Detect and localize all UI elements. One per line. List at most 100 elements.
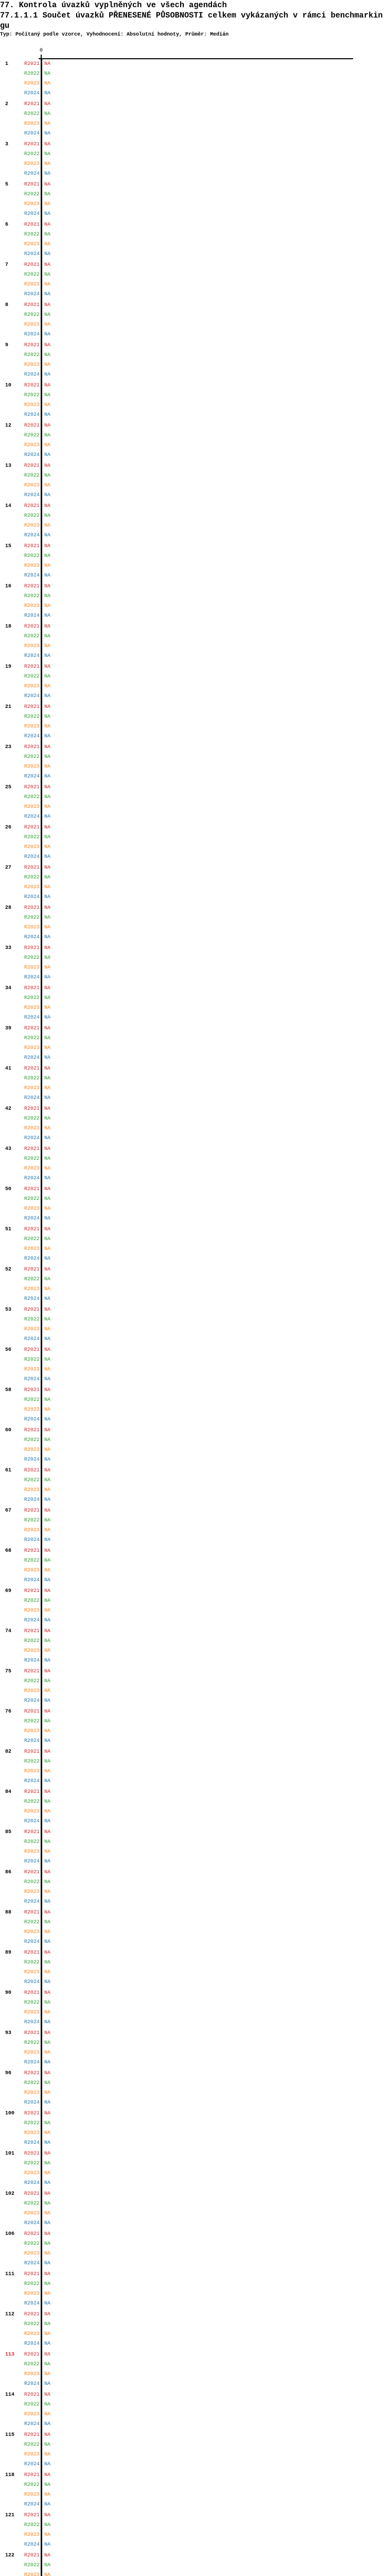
group-row: R2023 NA [0,1927,386,1937]
group-id-label: 27 [5,865,12,871]
series-value: NA [44,472,51,479]
series-label: R2023 [24,1246,40,1252]
group-row: R2023 NA [0,2289,386,2299]
series-value: NA [44,2321,51,2327]
group-row: 34 R2021 NA [0,984,386,993]
series-label: R2022 [24,2080,40,2086]
chart-group: 52 R2021 NA R2022 NA R2023 NA R2024 NA [0,1265,386,1304]
series-label: R2022 [24,633,40,639]
series-label: R2024 [24,1215,40,1222]
chart-group: 41 R2021 NA R2022 NA R2023 NA R2024 NA [0,1064,386,1103]
series-label: R2024 [24,331,40,337]
series-value: NA [44,664,51,670]
series-value: NA [44,2019,51,2025]
series-label: R2024 [24,572,40,579]
chart-group: 86 R2021 NA R2022 NA R2023 NA R2024 NA [0,1868,386,1907]
chart-group: 61 R2021 NA R2022 NA R2023 NA R2024 NA [0,1466,386,1505]
series-value: NA [44,945,51,951]
group-id-label: 34 [5,985,12,991]
series-value: NA [44,563,51,569]
group-row: 82 R2021 NA [0,1747,386,1757]
series-value: NA [44,1657,51,1664]
series-value: NA [44,251,51,257]
series-label: R2023 [24,1447,40,1453]
group-id-label: 21 [5,704,12,710]
group-id-label: 6 [5,222,9,228]
group-row: R2024 NA [0,1254,386,1264]
group-row: R2022 NA [0,190,386,199]
series-label: R2021 [24,1668,40,1674]
series-label: R2022 [24,2562,40,2568]
series-label: R2022 [24,1075,40,1081]
group-row: 1 R2021 NA [0,59,386,69]
series-value: NA [44,1115,51,1122]
series-value: NA [44,714,51,720]
chart-subtitle: Typ: Počítaný podle vzorce, Vyhodnocení:… [0,32,229,38]
series-label: R2024 [24,1657,40,1664]
group-row: R2023 NA [0,1003,386,1013]
group-id-label: 89 [5,1950,12,1956]
group-row: R2024 NA [0,1776,386,1786]
series-value: NA [44,1014,51,1021]
series-label: R2024 [24,1979,40,1985]
group-row: R2022 NA [0,1998,386,2008]
series-value: NA [44,1246,51,1252]
chart-group: 75 R2021 NA R2022 NA R2023 NA R2024 NA [0,1667,386,1706]
series-value: NA [44,1959,51,1965]
series-value: NA [44,2501,51,2507]
chart-group: 43 R2021 NA R2022 NA R2023 NA R2024 NA [0,1144,386,1183]
series-label: R2022 [24,794,40,800]
group-id-label: 28 [5,905,12,911]
group-row: R2024 NA [0,1857,386,1867]
group-row: R2024 NA [0,2178,386,2188]
group-row: R2023 NA [0,963,386,973]
series-value: NA [44,130,51,137]
series-value: NA [44,633,51,639]
group-row: 42 R2021 NA [0,1104,386,1114]
series-value: NA [44,1175,51,1181]
series-value: NA [44,1387,51,1393]
series-label: R2021 [24,2110,40,2116]
series-label: R2023 [24,161,40,167]
series-value: NA [44,1055,51,1061]
group-id-label: 2 [5,101,9,107]
series-value: NA [44,924,51,930]
group-row: R2024 NA [0,2540,386,2550]
series-value: NA [44,432,51,438]
series-label: R2023 [24,1366,40,1372]
series-label: R2024 [24,1537,40,1543]
series-label: R2023 [24,1728,40,1734]
series-label: R2021 [24,342,40,348]
series-label: R2021 [24,1467,40,1473]
group-id-label: 23 [5,744,12,750]
series-label: R2024 [24,532,40,538]
series-label: R2024 [24,90,40,96]
series-label: R2022 [24,593,40,599]
series-value: NA [44,1789,51,1795]
series-value: NA [44,784,51,790]
series-value: NA [44,2331,51,2337]
chart-group: 51 R2021 NA R2022 NA R2023 NA R2024 NA [0,1225,386,1264]
series-label: R2023 [24,1286,40,1292]
series-value: NA [44,121,51,127]
group-row: 5 R2021 NA [0,180,386,190]
series-value: NA [44,773,51,779]
group-row: 85 R2021 NA [0,1827,386,1837]
group-row: R2023 NA [0,1566,386,1575]
group-row: R2024 NA [0,732,386,741]
series-label: R2023 [24,683,40,689]
group-row: R2023 NA [0,521,386,531]
series-label: R2023 [24,1768,40,1774]
group-id-label: 88 [5,1909,12,1916]
group-id-label: 122 [5,2552,15,2558]
series-label: R2022 [24,191,40,197]
series-label: R2021 [24,1869,40,1875]
series-label: R2021 [24,2472,40,2478]
group-row: R2022 NA [0,1918,386,1927]
series-value: NA [44,1376,51,1382]
group-row: R2023 NA [0,2490,386,2500]
series-label: R2021 [24,1146,40,1152]
series-value: NA [44,673,51,680]
series-label: R2024 [24,1818,40,1824]
series-value: NA [44,1617,51,1623]
